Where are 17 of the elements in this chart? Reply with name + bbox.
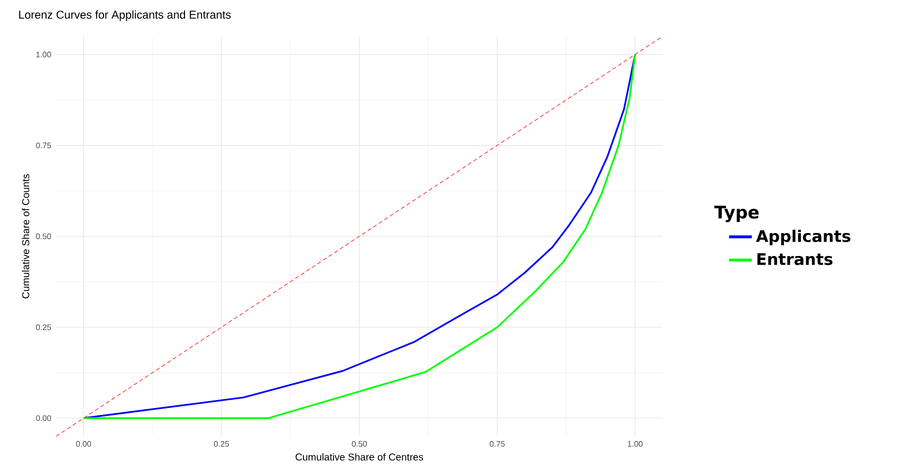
x-tick-label: 0.25 (214, 441, 229, 447)
y-axis-title: Cumulative Share of Counts (22, 174, 30, 298)
x-axis-title: Cumulative Share of Centres (296, 453, 424, 461)
x-tick-label: 0.00 (76, 441, 92, 447)
x-tick-label: 1.00 (628, 441, 643, 447)
legend-label: Entrants (757, 253, 832, 266)
line-series (82, 54, 636, 420)
legend-label: Applicants (756, 230, 850, 246)
x-tick-label: 0.50 (352, 441, 367, 447)
chart-title: Lorenz Curves for Applicants and Entrants (19, 10, 231, 21)
y-tick-label: 0.25 (36, 324, 51, 330)
legend-title: Type (714, 206, 759, 222)
y-tick-label: 0.00 (36, 415, 51, 421)
y-tick-label: 1.00 (36, 52, 51, 58)
y-tick-label: 0.50 (36, 234, 51, 240)
x-tick-label: 0.75 (490, 441, 505, 447)
y-tick-label: 0.75 (36, 142, 51, 148)
